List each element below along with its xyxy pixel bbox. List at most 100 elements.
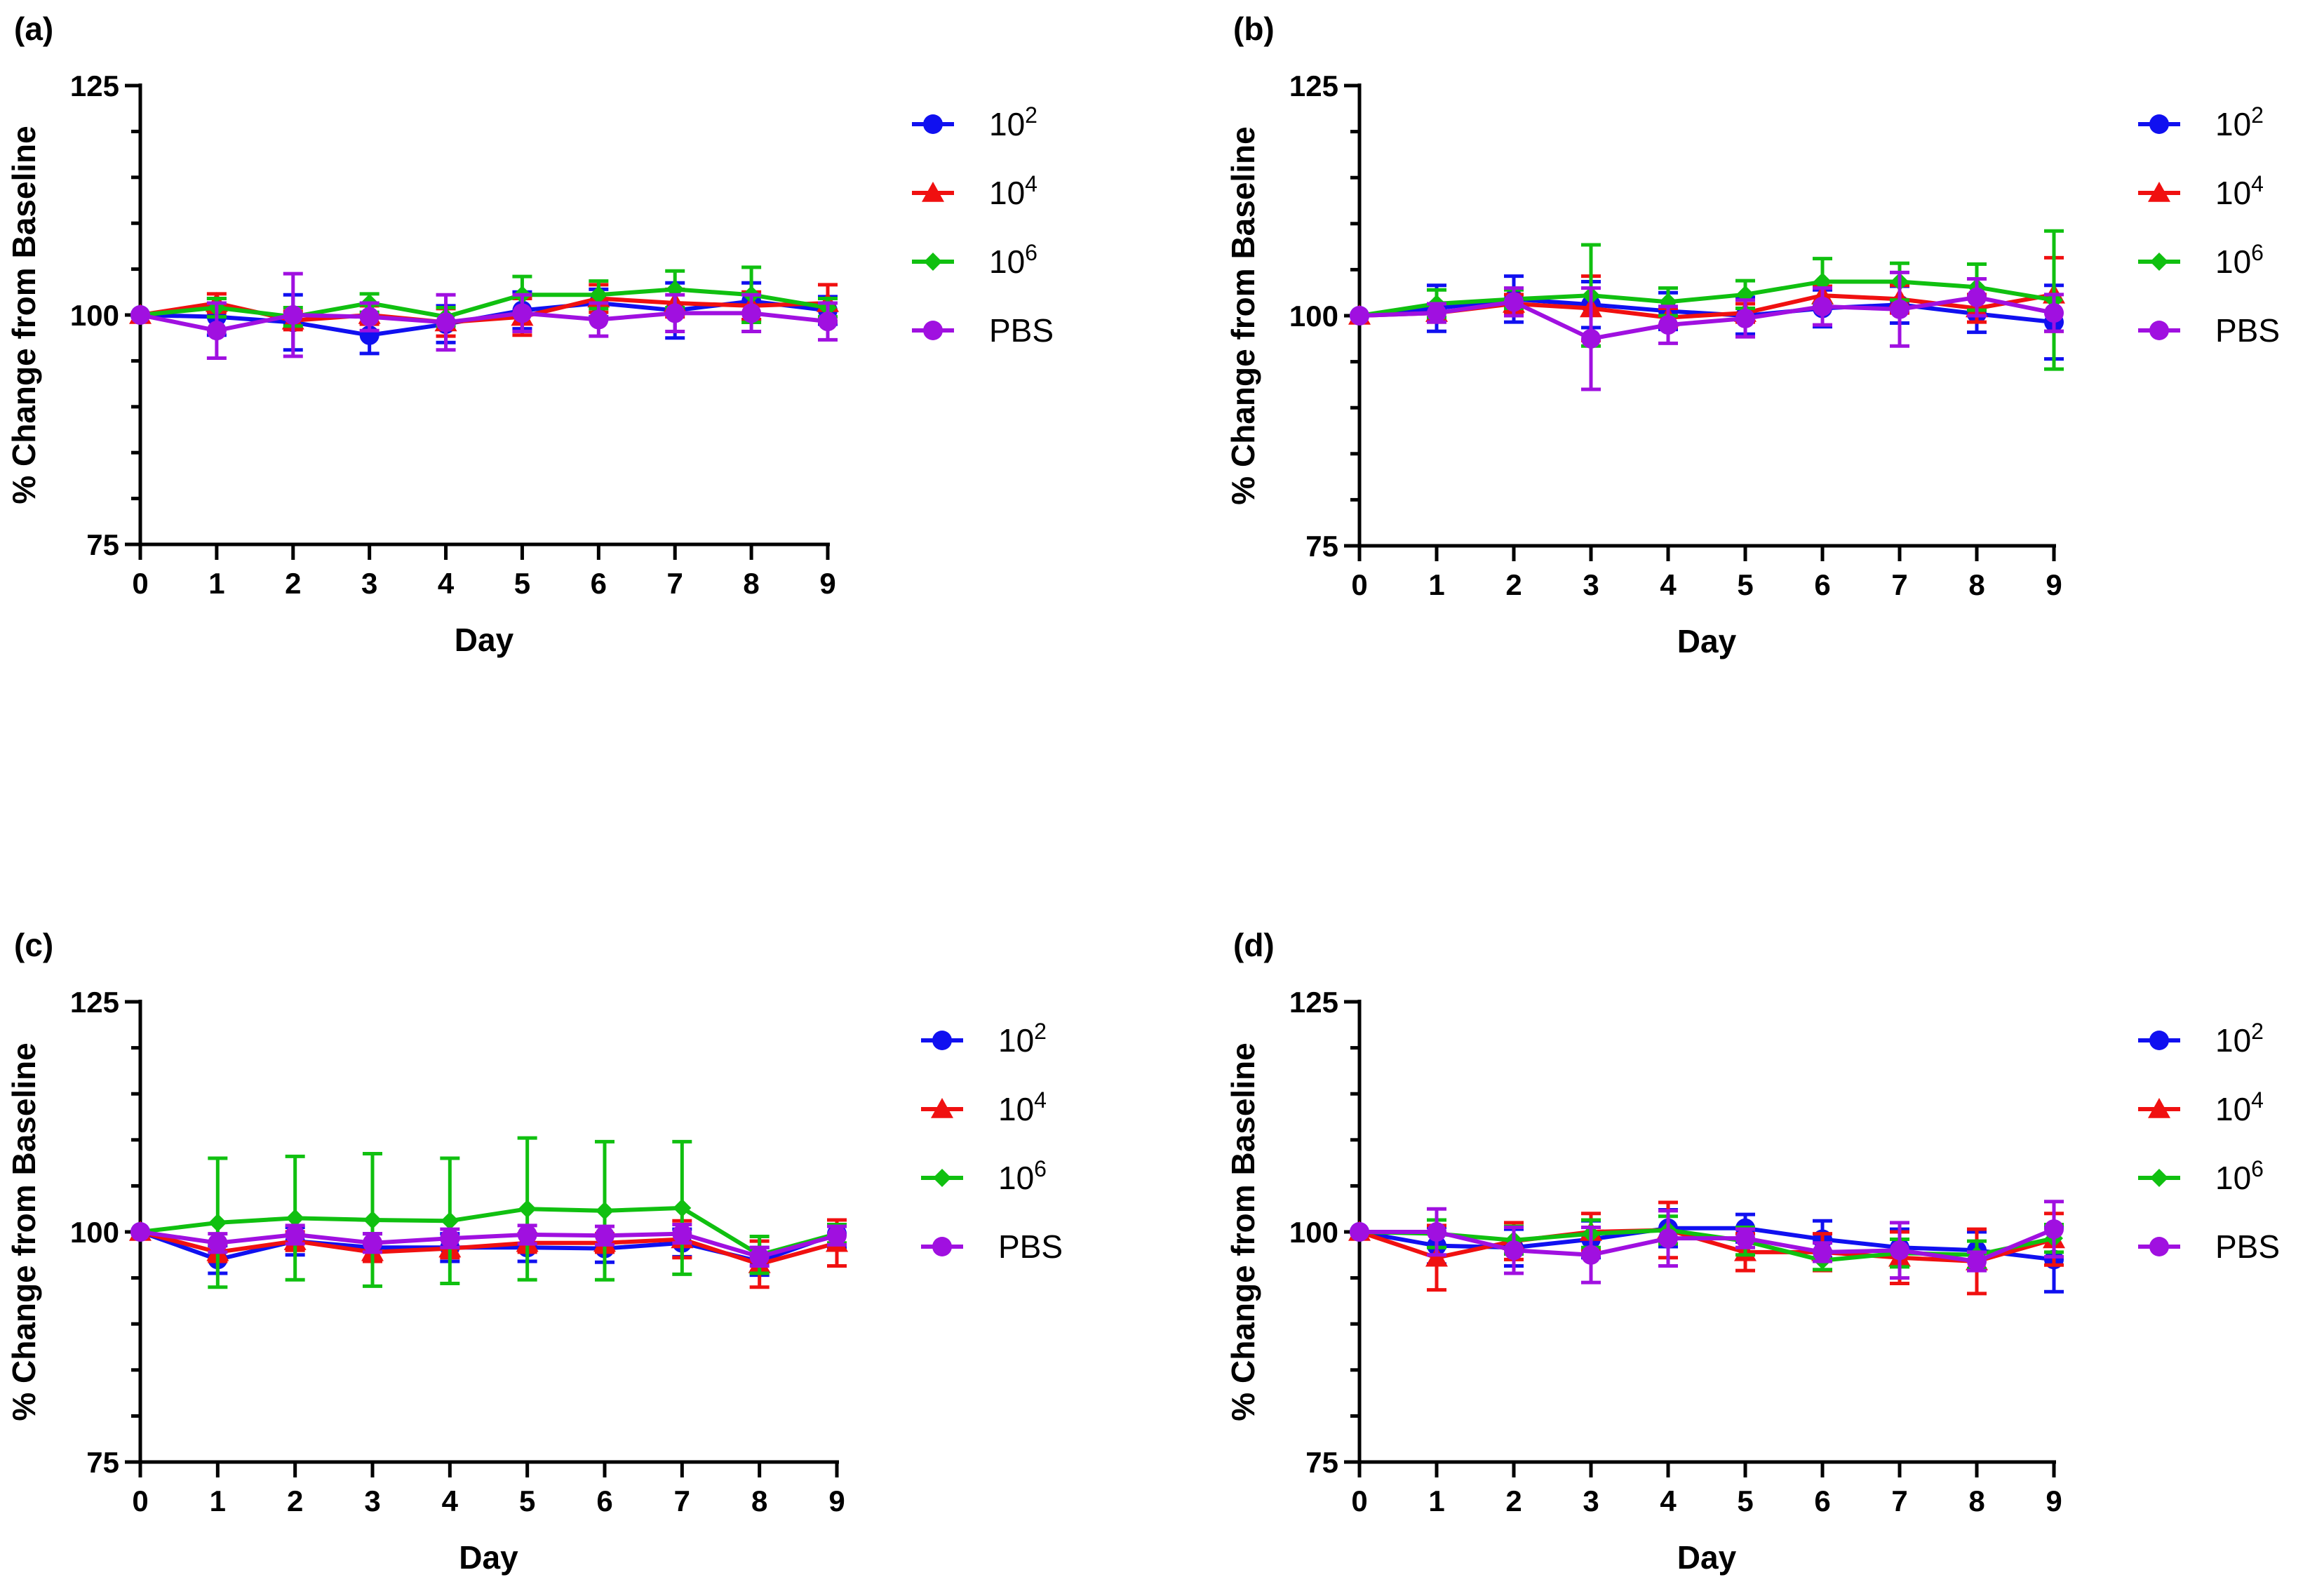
data-point xyxy=(589,309,609,330)
legend-marker xyxy=(933,1169,951,1187)
legend-label: 106 xyxy=(998,1156,1047,1196)
x-tick-label: 2 xyxy=(287,1484,303,1517)
series-line xyxy=(1359,1227,2055,1264)
legend-item: 102 xyxy=(2138,102,2264,142)
legend: 102 104 106 PBS xyxy=(912,102,1054,349)
data-point xyxy=(518,1200,537,1219)
data-point xyxy=(672,1223,692,1244)
x-tick-label: 0 xyxy=(132,567,148,600)
legend-item: 102 xyxy=(912,102,1037,142)
x-tick-label: 3 xyxy=(1583,568,1599,601)
x-tick-label: 9 xyxy=(828,1484,845,1517)
data-point xyxy=(441,1212,459,1230)
legend-label: 102 xyxy=(2215,102,2264,142)
y-axis-title: % Change from Baseline xyxy=(1225,1042,1261,1421)
legend-marker xyxy=(2148,1098,2170,1118)
data-point xyxy=(589,286,608,304)
data-point xyxy=(208,1213,227,1232)
y-tick-label: 125 xyxy=(1289,69,1338,102)
y-tick-label: 75 xyxy=(86,528,119,561)
data-point xyxy=(1735,308,1755,328)
legend-item: PBS xyxy=(2138,312,2280,349)
legend-marker xyxy=(932,1031,952,1050)
series-pbs xyxy=(130,1222,847,1268)
x-tick-label: 5 xyxy=(519,1484,535,1517)
x-tick-label: 6 xyxy=(1814,1484,1830,1517)
legend-marker xyxy=(2149,1031,2169,1050)
legend-label: 106 xyxy=(2215,1156,2264,1196)
legend-marker xyxy=(2149,1237,2169,1256)
y-tick-label: 125 xyxy=(70,986,119,1019)
legend-item: 104 xyxy=(2138,171,2264,211)
panel-label: (d) xyxy=(1233,927,1275,963)
data-point xyxy=(665,303,685,323)
data-point xyxy=(283,305,303,325)
data-point xyxy=(749,1247,770,1267)
data-point xyxy=(1813,1242,1832,1262)
series-ten-pow-2 xyxy=(1350,1208,2064,1294)
y-tick-label: 75 xyxy=(86,1446,119,1479)
legend-label: 106 xyxy=(2215,240,2264,280)
legend-label: 104 xyxy=(2215,171,2264,211)
data-point xyxy=(359,307,380,327)
legend-item: 106 xyxy=(921,1156,1047,1196)
data-point xyxy=(1350,1222,1369,1242)
x-tick-label: 1 xyxy=(1428,568,1444,601)
x-axis-title: Day xyxy=(459,1539,518,1576)
chart-panel-a: (a) 75 100 125 0 1 2 3 4 5 6 7 8 9 Day % Change from Ba… xyxy=(6,11,1054,658)
legend-marker xyxy=(2149,114,2169,134)
legend-label: 102 xyxy=(2215,1019,2264,1059)
legend-item: PBS xyxy=(912,312,1054,349)
legend-label: 106 xyxy=(989,240,1037,280)
data-point xyxy=(1658,315,1678,335)
data-point xyxy=(517,1224,537,1245)
series-pbs xyxy=(1350,270,2064,391)
x-tick-label: 5 xyxy=(1737,568,1753,601)
x-axis-title: Day xyxy=(455,622,514,658)
data-point xyxy=(1581,1245,1601,1265)
x-tick-label: 3 xyxy=(1583,1484,1599,1517)
series-pbs xyxy=(130,271,838,360)
legend-marker xyxy=(932,1237,952,1256)
data-point xyxy=(1813,296,1832,316)
legend-item: 104 xyxy=(912,171,1037,211)
series-ten-pow-6 xyxy=(131,1136,847,1289)
data-point xyxy=(827,1226,847,1246)
x-tick-label: 0 xyxy=(1351,1484,1367,1517)
data-point xyxy=(1581,328,1601,349)
data-point xyxy=(436,312,456,333)
series-ten-pow-2 xyxy=(1350,274,2064,361)
data-point xyxy=(1658,1228,1678,1249)
data-point xyxy=(1890,299,1909,319)
x-tick-label: 1 xyxy=(1428,1484,1444,1517)
y-tick-label: 100 xyxy=(70,1216,119,1249)
x-tick-label: 1 xyxy=(208,567,224,600)
series-line xyxy=(140,311,828,333)
data-point xyxy=(1504,1240,1524,1261)
legend-marker xyxy=(2149,321,2169,340)
data-point xyxy=(2044,303,2064,323)
data-point xyxy=(741,303,762,323)
chart-panel-d: (d) 75 100 125 0 1 2 3 4 5 6 7 8 9 Day % Change from Ba… xyxy=(1225,927,2280,1576)
panel-label: (b) xyxy=(1233,11,1275,47)
legend-marker xyxy=(922,182,944,202)
data-point xyxy=(1967,1251,1987,1271)
x-axis-title: Day xyxy=(1677,1539,1737,1576)
data-point xyxy=(1504,292,1524,312)
legend-item: 106 xyxy=(2138,240,2264,280)
y-axis-title: % Change from Baseline xyxy=(6,1042,42,1421)
x-tick-label: 4 xyxy=(1660,1484,1677,1517)
x-tick-label: 4 xyxy=(1660,568,1677,601)
data-point xyxy=(595,1226,614,1246)
legend-label: 102 xyxy=(998,1019,1047,1059)
data-point xyxy=(285,1224,305,1245)
x-tick-label: 7 xyxy=(1891,568,1907,601)
legend-label: PBS xyxy=(989,312,1054,349)
chart-panel-b: (b) 75 100 125 0 1 2 3 4 5 6 7 8 9 Day % Change from Ba… xyxy=(1225,11,2280,659)
legend-label: 104 xyxy=(989,171,1037,211)
data-point xyxy=(596,1201,614,1220)
x-tick-label: 6 xyxy=(596,1484,612,1517)
data-point xyxy=(673,1198,692,1217)
x-tick-label: 2 xyxy=(1505,1484,1522,1517)
